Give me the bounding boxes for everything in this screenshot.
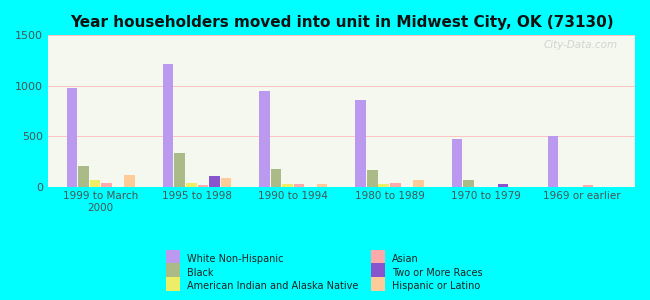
Bar	[452, 139, 462, 187]
Legend: White Non-Hispanic, Black, American Indian and Alaska Native, Asian, Two or More: White Non-Hispanic, Black, American Indi…	[163, 250, 487, 295]
Bar	[66, 88, 77, 187]
Bar	[101, 182, 112, 187]
Bar	[124, 176, 135, 187]
Bar	[378, 184, 389, 187]
Bar	[270, 169, 281, 187]
Bar	[367, 170, 378, 187]
Bar	[90, 181, 100, 187]
Bar	[78, 167, 89, 187]
Bar	[356, 100, 366, 187]
Text: City-Data.com: City-Data.com	[543, 40, 618, 50]
Bar	[463, 181, 474, 187]
Bar	[220, 178, 231, 187]
Bar	[317, 184, 328, 187]
Bar	[582, 184, 593, 187]
Bar	[174, 153, 185, 187]
Bar	[294, 184, 304, 187]
Title: Year householders moved into unit in Midwest City, OK (73130): Year householders moved into unit in Mid…	[70, 15, 613, 30]
Bar	[390, 182, 400, 187]
Bar	[259, 91, 270, 187]
Bar	[282, 184, 293, 187]
Bar	[198, 184, 208, 187]
Bar	[548, 136, 558, 187]
Bar	[413, 181, 424, 187]
Bar	[163, 64, 174, 187]
Bar	[498, 184, 508, 187]
Bar	[209, 176, 220, 187]
Bar	[186, 182, 196, 187]
